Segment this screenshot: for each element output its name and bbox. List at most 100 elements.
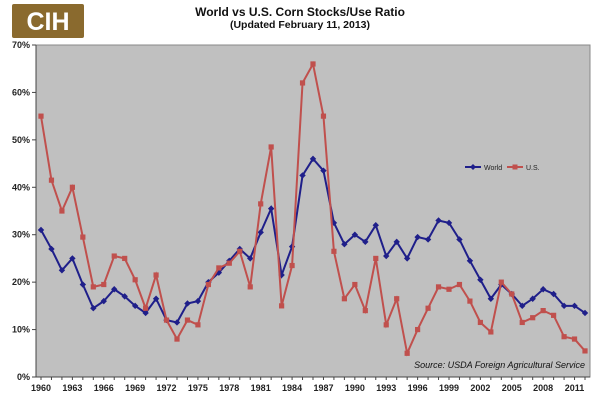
- data-point-world: [456, 236, 463, 243]
- x-tick-label: 2011: [565, 383, 585, 393]
- x-tick-label: 1975: [188, 383, 208, 393]
- data-point-world: [571, 302, 578, 310]
- data-point-world: [351, 231, 359, 238]
- data-point-world: [309, 155, 317, 163]
- data-point-us: [446, 286, 452, 292]
- data-point-us: [373, 255, 379, 262]
- data-point-world: [48, 245, 55, 253]
- data-point-world: [519, 302, 526, 310]
- x-tick-label: 1993: [376, 383, 396, 393]
- data-point-world: [194, 297, 202, 305]
- x-tick-label: 1984: [282, 383, 302, 393]
- data-point-world: [257, 229, 264, 236]
- x-tick-label: 1969: [125, 383, 145, 393]
- y-tick-label: 10%: [12, 325, 30, 335]
- y-tick-label: 0%: [17, 372, 30, 382]
- data-point-us: [247, 284, 253, 290]
- data-point-world: [111, 286, 118, 293]
- data-point-world: [341, 241, 348, 248]
- legend-marker: [512, 164, 518, 170]
- cih-logo: CIH: [12, 4, 84, 38]
- data-point-world: [131, 302, 139, 310]
- data-point-world: [173, 319, 181, 326]
- data-point-world: [152, 295, 160, 302]
- data-point-world: [37, 226, 45, 234]
- data-point-world: [424, 236, 432, 243]
- data-point-us: [48, 177, 55, 183]
- x-tick-label: 1966: [94, 383, 114, 393]
- data-point-world: [560, 302, 568, 310]
- data-point-us: [477, 319, 483, 326]
- data-point-us: [425, 305, 431, 311]
- data-point-us: [289, 262, 295, 269]
- x-tick-label: 1972: [157, 383, 177, 393]
- data-point-us: [394, 296, 400, 302]
- data-point-us: [331, 248, 337, 254]
- x-tick-label: 1963: [62, 383, 82, 393]
- x-tick-label: 1990: [345, 383, 365, 393]
- x-tick-label: 1960: [31, 383, 51, 393]
- data-point-us: [279, 303, 285, 309]
- data-point-us: [132, 277, 138, 283]
- x-tick-label: 1996: [408, 383, 428, 393]
- data-point-us: [488, 329, 494, 335]
- data-point-world: [184, 300, 191, 307]
- data-point-us: [383, 322, 389, 328]
- x-tick-label: 1987: [313, 383, 333, 393]
- x-tick-label: 1978: [219, 383, 239, 393]
- logo-text: CIH: [26, 8, 69, 36]
- legend-label-world: World: [484, 165, 502, 172]
- data-point-world: [487, 295, 495, 302]
- data-point-us: [153, 272, 159, 278]
- source-annotation: Source: USDA Foreign Agricultural Servic…: [414, 360, 585, 370]
- data-point-us: [195, 322, 201, 328]
- data-point-us: [509, 291, 515, 297]
- data-point-us: [362, 308, 368, 314]
- data-point-us: [101, 281, 107, 288]
- data-point-world: [69, 255, 76, 262]
- data-point-us: [226, 260, 232, 266]
- data-point-us: [571, 336, 578, 342]
- data-point-us: [143, 305, 149, 311]
- data-point-us: [111, 253, 117, 259]
- y-tick-label: 20%: [12, 277, 30, 287]
- data-point-us: [352, 281, 358, 288]
- data-point-us: [174, 336, 180, 342]
- data-point-us: [498, 279, 504, 285]
- data-point-us: [80, 234, 86, 240]
- data-point-us: [435, 284, 442, 290]
- data-point-us: [268, 144, 274, 150]
- data-point-world: [550, 290, 557, 298]
- y-tick-label: 30%: [12, 230, 30, 240]
- data-point-us: [299, 80, 306, 86]
- y-tick-label: 70%: [12, 40, 30, 50]
- data-point-world: [445, 219, 453, 227]
- legend-marker: [470, 164, 476, 170]
- data-point-world: [58, 267, 66, 274]
- data-point-us: [341, 296, 347, 302]
- data-point-world: [121, 293, 128, 300]
- data-point-us: [59, 208, 65, 214]
- y-tick-label: 60%: [12, 87, 30, 97]
- data-point-world: [581, 309, 589, 317]
- data-point-us: [163, 317, 170, 323]
- data-point-world: [299, 172, 306, 179]
- data-point-world: [90, 305, 97, 312]
- x-tick-label: 1999: [439, 383, 459, 393]
- data-point-world: [320, 167, 327, 174]
- data-point-world: [383, 252, 390, 260]
- chart-title: World vs U.S. Corn Stocks/Use Ratio: [195, 5, 405, 19]
- data-point-us: [310, 61, 316, 67]
- plot-area: [35, 44, 591, 378]
- data-point-world: [529, 295, 536, 302]
- data-point-us: [69, 184, 75, 190]
- data-point-world: [247, 255, 254, 262]
- data-point-world: [372, 222, 379, 229]
- data-point-us: [237, 248, 243, 254]
- data-point-us: [404, 350, 410, 356]
- data-point-us: [530, 315, 536, 321]
- data-point-world: [403, 255, 411, 262]
- data-point-world: [539, 286, 547, 293]
- data-point-world: [414, 233, 421, 241]
